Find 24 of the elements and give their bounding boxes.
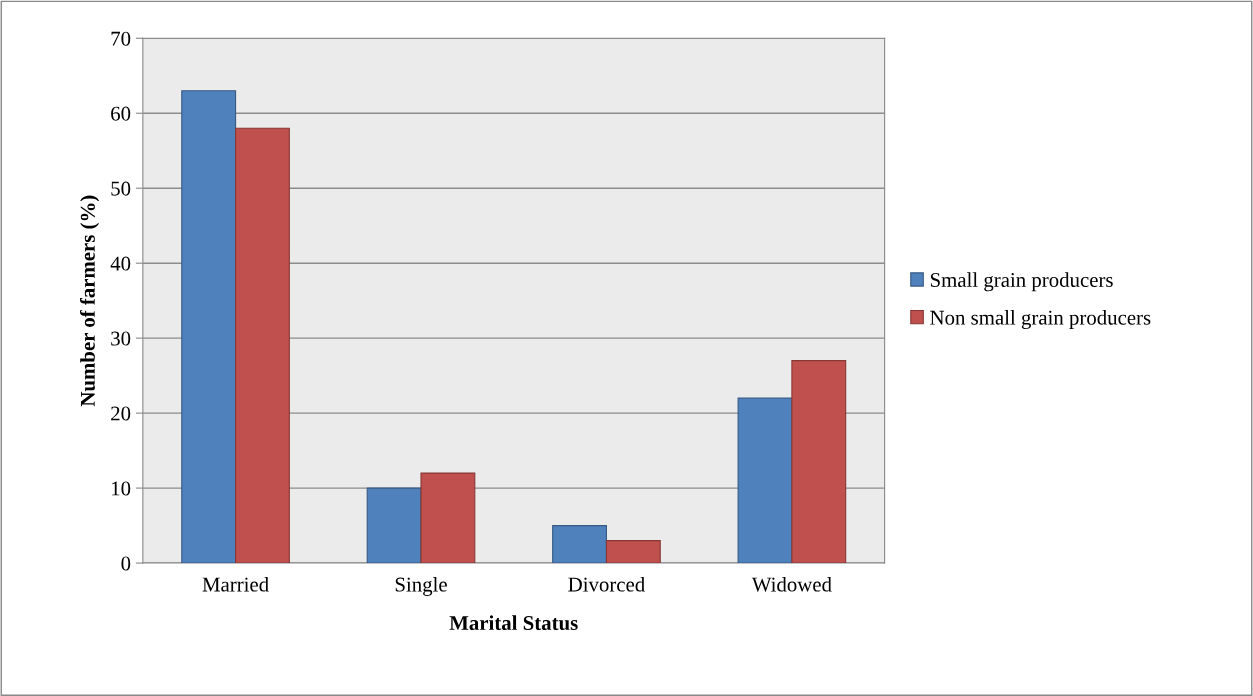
bar [420, 472, 476, 564]
bar [605, 540, 661, 564]
bar [366, 487, 422, 564]
y-tick-label: 40 [110, 256, 131, 271]
bar [181, 90, 237, 564]
x-tick-label: Divorced [568, 576, 645, 592]
legend-label: Non small grain producers [930, 310, 1151, 329]
x-tick-label: Widowed [751, 576, 832, 592]
bar [791, 360, 847, 564]
y-tick-label: 60 [111, 106, 131, 121]
bar [552, 525, 608, 564]
legend-label: Small grain producers [930, 272, 1113, 292]
bar [737, 397, 793, 564]
y-axis-title: Number of farmers (%) [79, 195, 100, 407]
x-axis-title: Marital Status [449, 615, 578, 631]
y-tick-label: 50 [111, 181, 131, 196]
x-tick-label: Married [202, 576, 269, 592]
y-tick-label: 70 [111, 31, 131, 46]
bar [235, 127, 290, 564]
y-tick-label: 10 [112, 481, 131, 496]
x-tick-label: Single [395, 576, 447, 596]
y-tick-label: 0 [121, 556, 131, 571]
y-tick-label: 30 [111, 331, 131, 346]
y-tick-label: 20 [111, 406, 131, 421]
